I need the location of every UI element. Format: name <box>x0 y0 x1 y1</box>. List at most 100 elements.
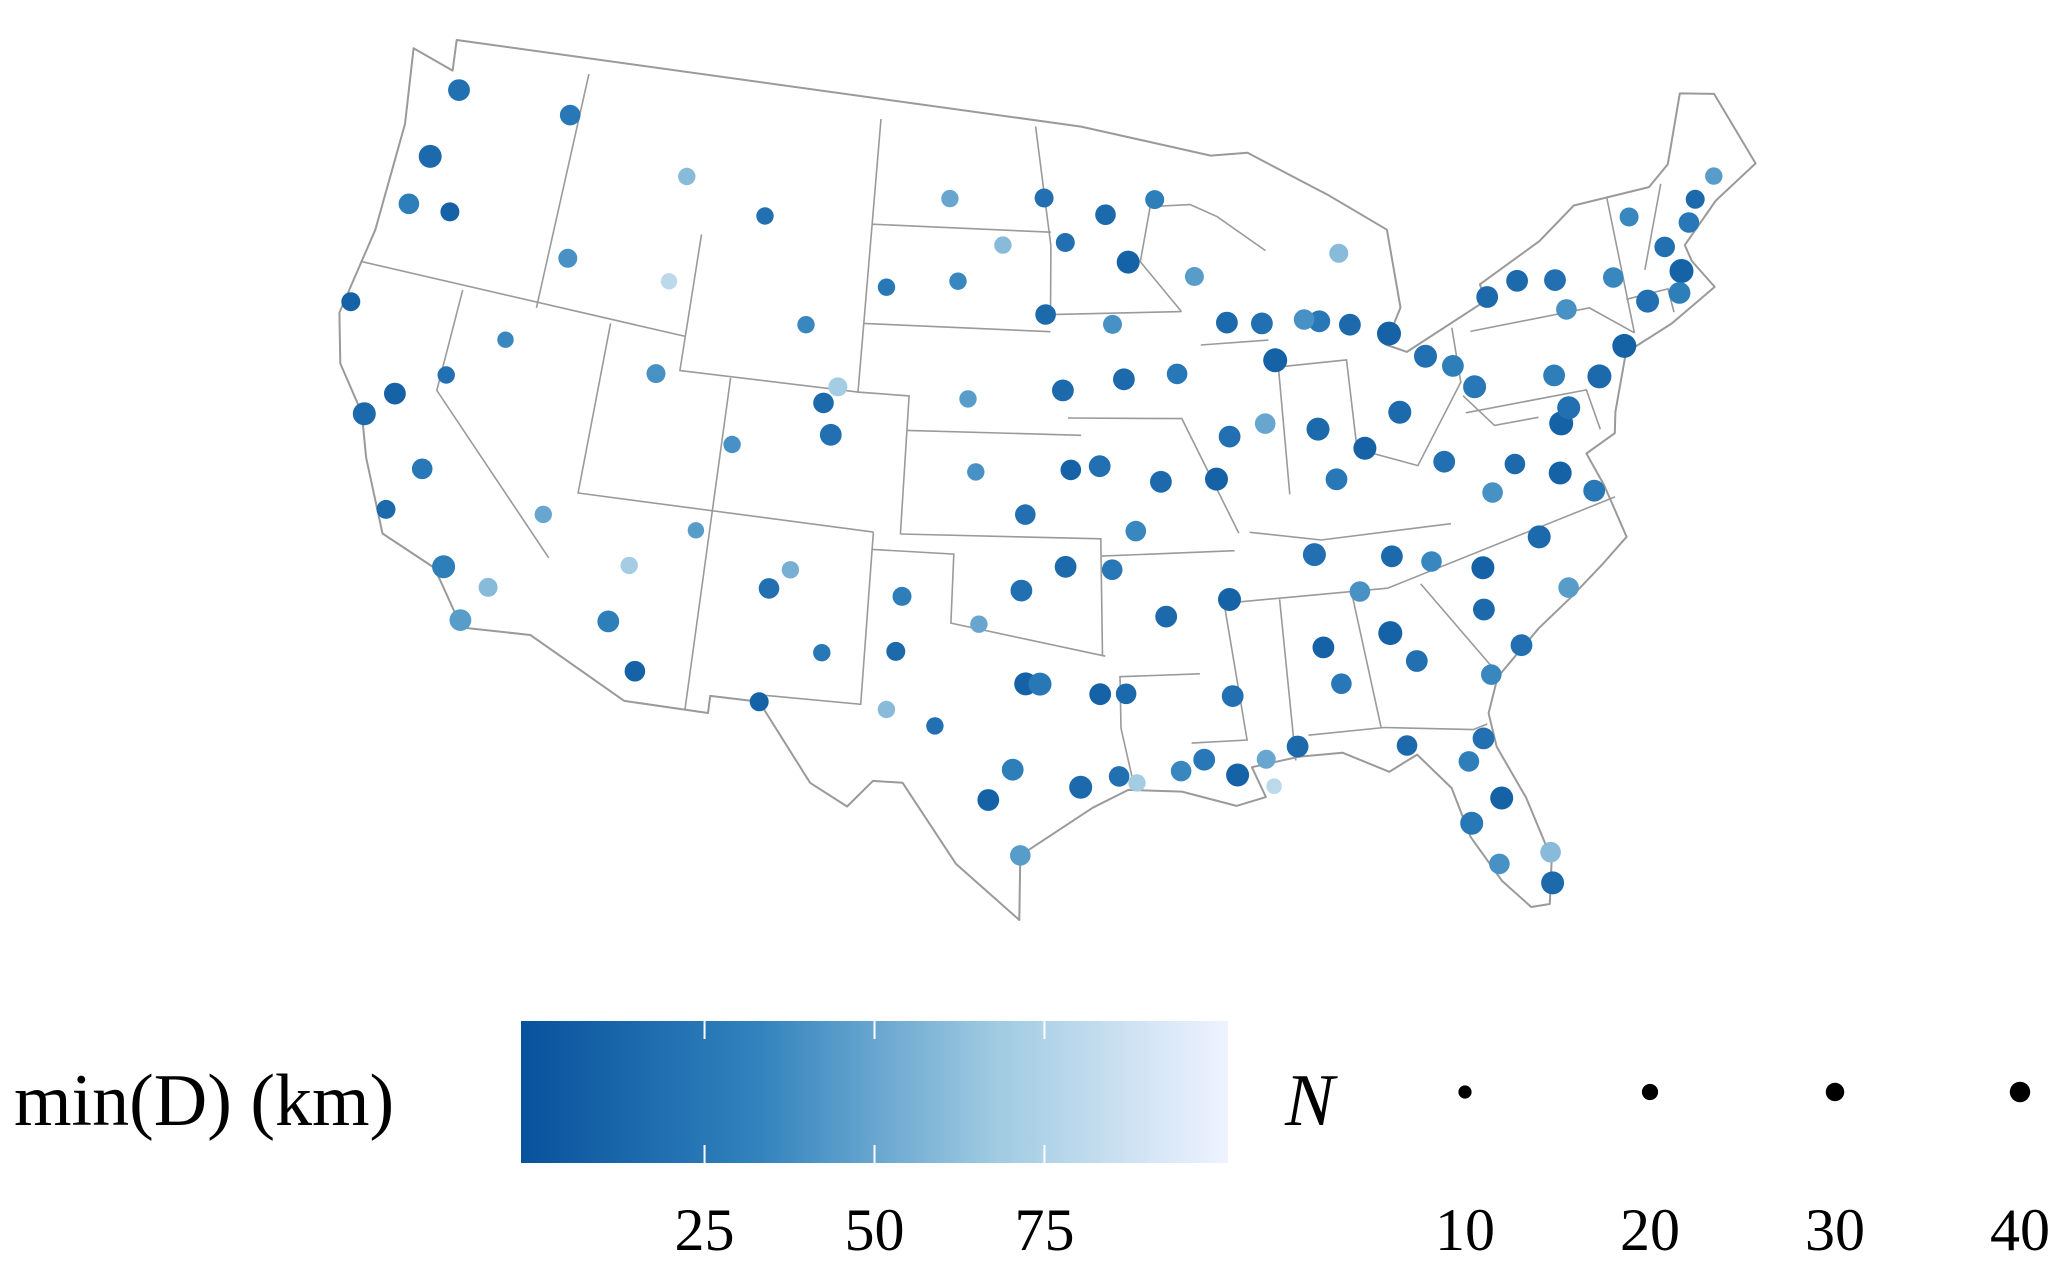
state-border <box>872 223 1051 233</box>
station-dot <box>877 700 896 719</box>
state-border <box>1420 583 1502 678</box>
station-dot <box>1060 459 1082 481</box>
size-legend-dot <box>1458 1085 1472 1099</box>
station-dot <box>1636 289 1660 313</box>
colorbar-tick-label: 50 <box>845 1197 905 1263</box>
station-dot <box>597 610 620 633</box>
station-dot <box>1556 299 1577 320</box>
state-border <box>1200 339 1269 346</box>
station-dot <box>341 292 361 312</box>
state-border <box>1606 197 1636 333</box>
station-dot <box>1544 269 1566 291</box>
station-dot <box>559 104 581 126</box>
station-dot <box>1216 311 1238 334</box>
state-border <box>1308 723 1488 736</box>
station-dot <box>1510 634 1533 657</box>
state-border <box>906 429 1082 437</box>
station-dot <box>1705 167 1723 185</box>
station-dot <box>1150 470 1172 493</box>
station-dot <box>1116 250 1140 274</box>
station-dot <box>1442 355 1464 377</box>
station-dot <box>497 331 514 348</box>
station-dot <box>819 423 842 446</box>
station-dot <box>1685 189 1705 209</box>
station-dot <box>411 458 433 480</box>
station-dot <box>440 202 460 222</box>
size-legend-label: 30 <box>1805 1197 1865 1263</box>
station-dot <box>1460 811 1484 835</box>
size-legend-dot <box>1641 1083 1659 1101</box>
station-dot <box>1125 520 1147 542</box>
state-border <box>1356 327 1462 467</box>
size-legend-title: N <box>1284 1060 1338 1142</box>
station-dot <box>1263 348 1288 373</box>
station-dot <box>1506 269 1528 292</box>
station-dot <box>1612 333 1637 358</box>
station-dot <box>1293 309 1315 330</box>
station-dot <box>478 577 498 597</box>
station-dot <box>813 392 834 414</box>
station-dot <box>1482 482 1503 503</box>
station-dot <box>1504 453 1526 475</box>
station-dot <box>1034 188 1054 208</box>
state-border <box>863 322 1051 333</box>
station-dot <box>398 193 420 215</box>
state-border <box>900 533 1104 657</box>
station-dot <box>1540 841 1561 863</box>
state-border <box>577 323 874 533</box>
station-dot <box>1170 760 1192 782</box>
station-dot <box>1221 685 1244 707</box>
station-dot <box>1489 853 1510 875</box>
station-dot <box>1302 543 1326 567</box>
size-legend-label: 20 <box>1620 1197 1680 1263</box>
state-border <box>1350 592 1382 728</box>
station-dot <box>797 316 815 334</box>
state-border <box>1067 417 1240 534</box>
station-dot <box>1089 683 1112 706</box>
station-dot <box>1654 236 1675 258</box>
station-dot <box>1433 450 1456 473</box>
state-border <box>1101 549 1235 557</box>
station-dot <box>448 79 470 101</box>
station-dot <box>1669 259 1694 283</box>
station-dot <box>941 189 959 208</box>
state-border <box>360 260 686 338</box>
station-dot <box>1052 379 1074 402</box>
station-dot <box>1558 577 1579 598</box>
state-border <box>435 289 550 559</box>
station-dot <box>1381 545 1403 568</box>
country-outline <box>338 39 1757 921</box>
station-dot <box>418 144 442 168</box>
station-dot <box>1388 400 1412 424</box>
station-dot <box>1377 321 1401 346</box>
station-dot <box>1583 479 1606 502</box>
station-dot <box>926 717 944 735</box>
station-dot <box>1286 735 1309 758</box>
station-dot <box>967 463 985 481</box>
size-legend-label: 10 <box>1435 1197 1495 1263</box>
colorbar-title: min(D) (km) <box>14 1060 394 1142</box>
colorbar-tick-label: 25 <box>675 1197 735 1263</box>
station-dot <box>892 586 912 606</box>
size-legend-dot <box>1825 1082 1845 1102</box>
station-dot <box>723 435 741 454</box>
station-dot <box>1055 233 1075 252</box>
state-border <box>1278 599 1297 761</box>
station-dot <box>1103 314 1122 334</box>
basemap <box>338 39 1757 921</box>
station-dot <box>1603 267 1624 288</box>
station-dot <box>687 522 705 539</box>
station-dot <box>1035 304 1056 325</box>
station-dot <box>756 207 774 225</box>
station-dot <box>1473 598 1495 621</box>
state-border <box>1189 203 1266 252</box>
state-border <box>684 377 732 711</box>
station-dot <box>1472 727 1495 750</box>
station-dot <box>1476 286 1499 308</box>
station-dot <box>970 615 988 633</box>
station-dot <box>1184 267 1204 286</box>
station-dot <box>1145 190 1165 210</box>
station-dot <box>558 248 578 268</box>
station-dot <box>1557 396 1581 420</box>
station-dot <box>781 561 800 579</box>
